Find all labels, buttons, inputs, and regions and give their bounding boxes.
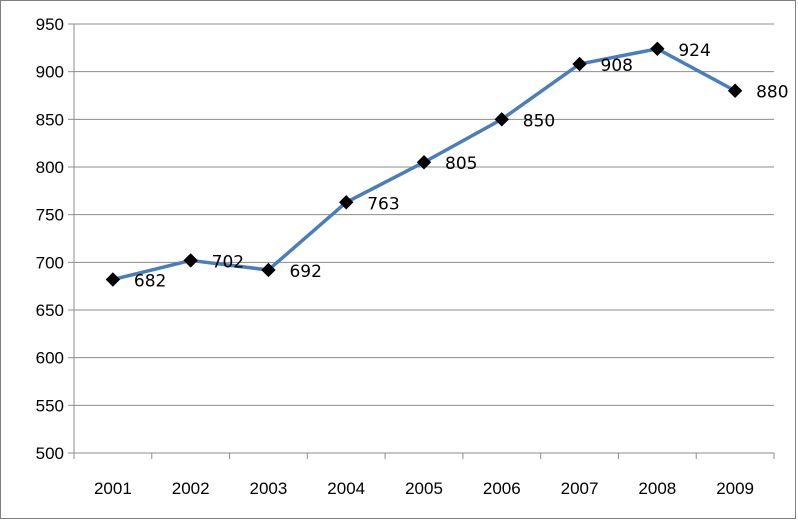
data-label-2003: 692	[289, 262, 321, 282]
data-label-2008: 924	[678, 41, 710, 61]
x-tick-label-2005: 2005	[405, 479, 443, 498]
axes	[68, 23, 775, 459]
x-tick-label-2002: 2002	[172, 479, 210, 498]
y-tick-label-750: 750	[36, 206, 64, 225]
y-tick-label-600: 600	[36, 349, 64, 368]
y-tick-label-550: 550	[36, 396, 64, 415]
marker-2004	[339, 195, 354, 210]
x-tick-label-2004: 2004	[327, 479, 365, 498]
data-label-2001: 682	[134, 271, 166, 291]
data-label-2007: 908	[601, 56, 633, 76]
x-tick-label-2006: 2006	[483, 479, 521, 498]
y-axis-ticks: 500 550 600 650 700 750 800 850 900 950	[36, 15, 64, 463]
marker-2001	[105, 272, 121, 287]
y-tick-label-650: 650	[36, 301, 64, 320]
marker-2009	[727, 83, 743, 98]
marker-2006	[494, 112, 509, 127]
data-label-2009: 880	[756, 83, 788, 103]
gridlines	[74, 23, 774, 406]
marker-2002	[183, 253, 198, 268]
y-tick-label-700: 700	[36, 253, 64, 272]
x-tick-label-2003: 2003	[250, 479, 288, 498]
data-label-2004: 763	[367, 194, 399, 214]
x-tick-label-2001: 2001	[94, 479, 132, 498]
x-tick-label-2007: 2007	[561, 479, 599, 498]
x-axis-ticks: 2001 2002 2003 2004 2005 2006 2007 2008 2009	[94, 479, 754, 498]
y-tick-label-800: 800	[36, 158, 64, 177]
data-markers	[105, 41, 743, 287]
marker-2003	[261, 262, 276, 278]
marker-2008	[650, 41, 665, 56]
data-label-2006: 850	[523, 111, 555, 131]
y-tick-label-950: 950	[36, 15, 64, 34]
marker-2007	[572, 56, 587, 72]
data-label-2002: 702	[212, 252, 244, 272]
x-tick-label-2008: 2008	[638, 479, 676, 498]
x-tick-label-2009: 2009	[716, 479, 754, 498]
data-labels: 682 702 692 763 805 850 908 924 880	[134, 41, 789, 292]
y-tick-label-900: 900	[36, 63, 64, 82]
marker-2005	[416, 155, 432, 170]
y-tick-label-500: 500	[36, 444, 64, 463]
y-tick-label-850: 850	[36, 110, 64, 129]
data-label-2005: 805	[445, 154, 477, 174]
